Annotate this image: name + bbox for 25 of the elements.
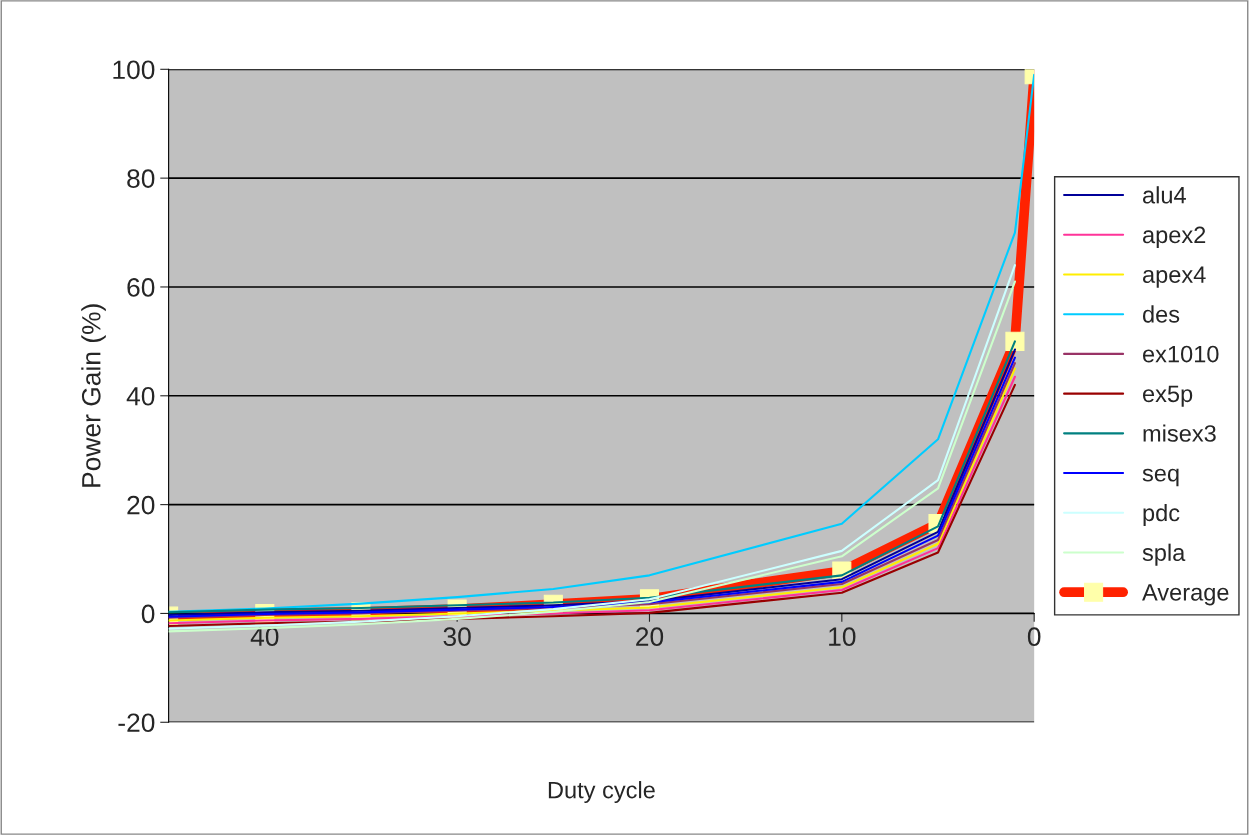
y-tick-label: 0 [141, 604, 155, 624]
legend-label: ex1010 [1143, 345, 1219, 363]
x-tick-label: 40 [250, 627, 279, 647]
x-tick-label: 30 [443, 627, 471, 647]
y-axis-title: Power Gain (%) [81, 304, 106, 487]
legend-label: des [1142, 305, 1180, 323]
legend-label: pdc [1143, 503, 1180, 526]
y-tick-label: 80 [127, 169, 155, 188]
x-tick-label: 20 [636, 627, 664, 647]
x-tick-label: 0 [1027, 627, 1041, 647]
y-tick-label: 60 [127, 278, 155, 297]
legend-label: misex3 [1143, 424, 1216, 442]
y-tick-label: -20 [118, 713, 155, 733]
legend-label: Average [1142, 584, 1229, 606]
legend-label: seq [1142, 468, 1179, 487]
legend-label: apex4 [1143, 266, 1206, 288]
legend-label: spla [1142, 543, 1186, 566]
x-axis-title: Duty cycle [548, 781, 655, 804]
legend-label: alu4 [1143, 186, 1186, 204]
y-tick-label: 100 [113, 60, 155, 80]
x-tick-label: 10 [829, 627, 856, 647]
y-tick-label: 40 [126, 386, 155, 406]
legend-label: apex2 [1143, 226, 1206, 248]
legend-label: ex5p [1143, 385, 1193, 407]
y-tick-label: 20 [127, 495, 155, 515]
